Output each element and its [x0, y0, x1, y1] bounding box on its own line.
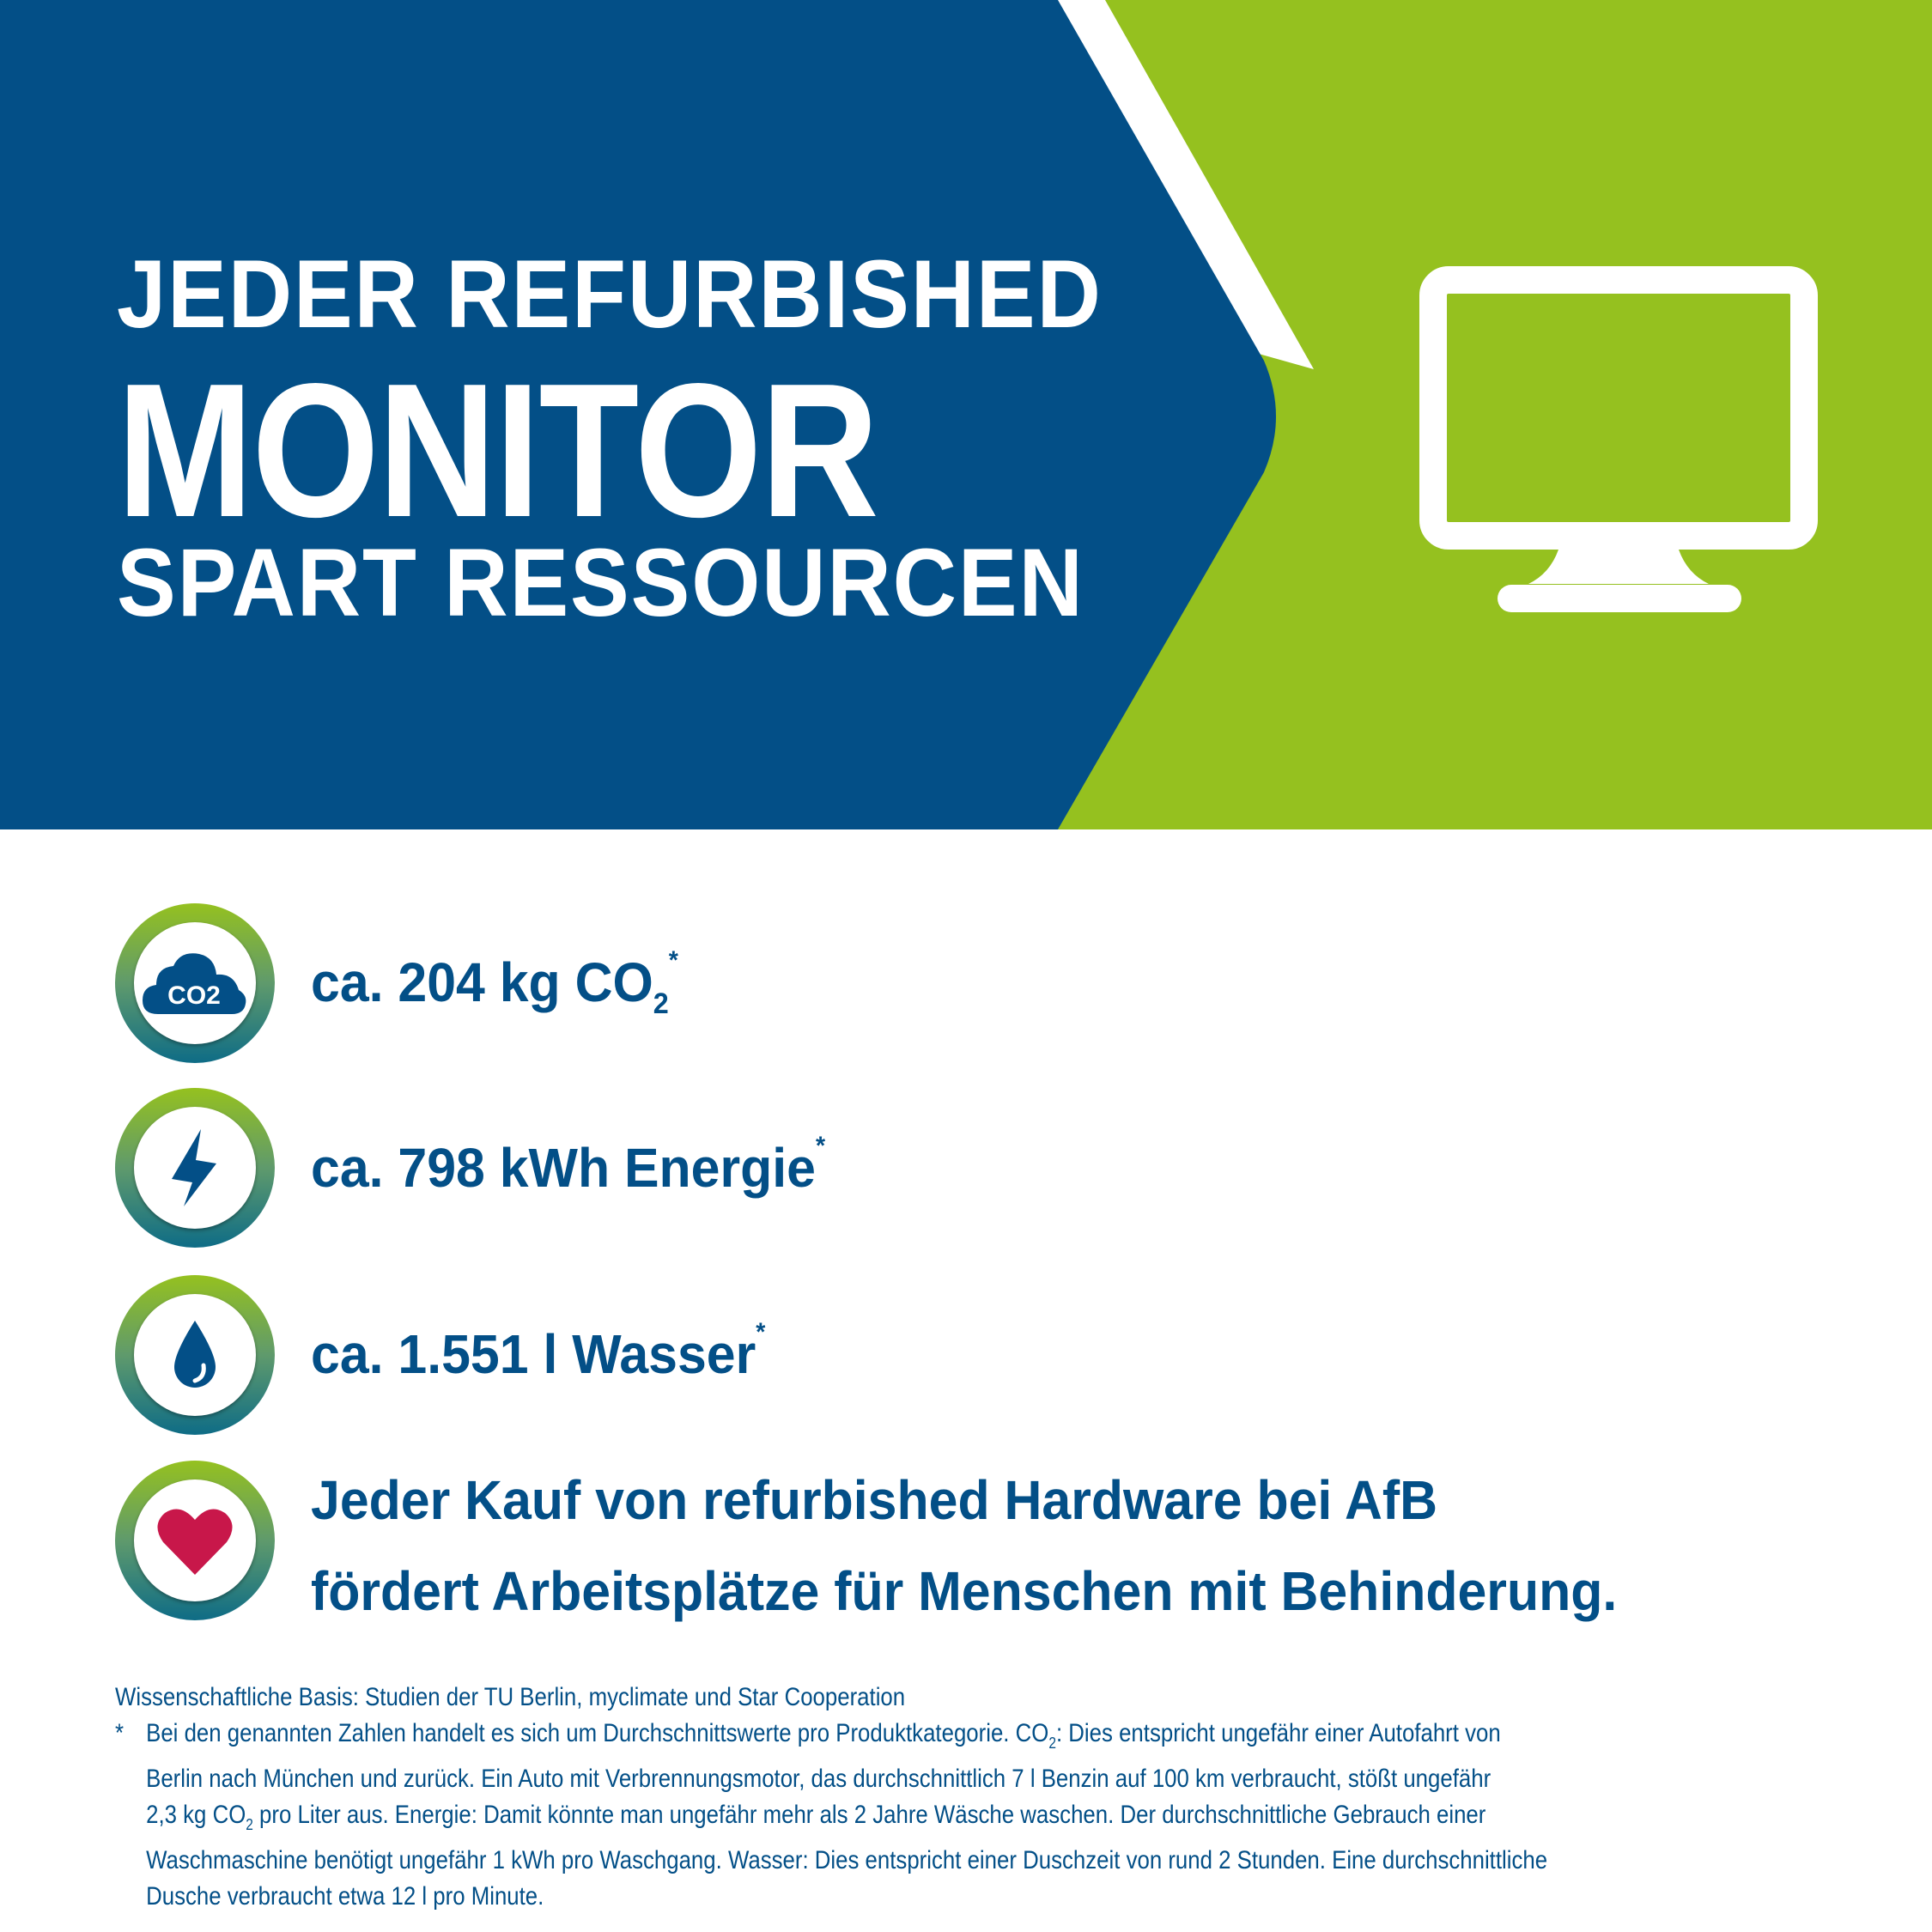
afb-statement-line-1: Jeder Kauf von refurbished Hardware bei …	[311, 1469, 1438, 1531]
headline-line-3: SPART RESSOURCEN	[117, 529, 1084, 636]
footnote-line-4: Waschmaschine benötigt ungefähr 1 kWh pr…	[146, 1846, 1548, 1874]
footnote-line-2: Berlin nach München und zurück. Ein Auto…	[146, 1765, 1492, 1793]
heart-badge	[115, 1461, 275, 1620]
footnote-text: pro Liter aus. Energie: Damit könnte man…	[252, 1801, 1486, 1829]
water-drop-icon	[174, 1321, 216, 1388]
footnote-line-1: Bei den genannten Zahlen handelt es sich…	[115, 1716, 1547, 1761]
footnote: Wissenschaftliche Basis: Studien der TU …	[115, 1680, 1547, 1915]
water-badge	[115, 1275, 275, 1435]
headline-line-2: MONITOR	[117, 344, 879, 557]
header-banner	[0, 0, 1932, 829]
footnote-mark: *	[815, 1132, 826, 1160]
subscript: 2	[653, 987, 669, 1020]
footnote-text: : Dies entspricht ungefähr einer Autofah…	[1055, 1719, 1501, 1747]
subscript: 2	[1048, 1735, 1056, 1752]
footnote-mark: *	[668, 946, 678, 975]
footnote-line-5: Dusche verbraucht etwa 12 l pro Minute.	[146, 1882, 544, 1911]
headline-line-1: JEDER REFURBISHED	[117, 240, 1103, 348]
stat-water-text: ca. 1.551 l Wasser	[311, 1323, 756, 1385]
stat-energy: ca. 798 kWh Energie*	[311, 1132, 825, 1200]
subscript: 2	[246, 1816, 253, 1833]
footnote-mark: *	[756, 1318, 766, 1346]
afb-statement-line-2: fördert Arbeitsplätze für Menschen mit B…	[311, 1560, 1618, 1622]
energy-badge	[115, 1088, 275, 1248]
monitor-icon	[1419, 266, 1818, 612]
blue-panel	[0, 0, 1276, 829]
stat-co2: ca. 204 kg CO2 *	[311, 946, 678, 1021]
footnote-star: *	[115, 1719, 125, 1747]
svg-text:CO2: CO2	[167, 981, 221, 1010]
stat-water: ca. 1.551 l Wasser*	[311, 1318, 765, 1386]
footnote-text: Bei den genannten Zahlen handelt es sich…	[146, 1719, 1049, 1747]
heart-icon	[157, 1509, 233, 1575]
footnote-basis: Wissenschaftliche Basis: Studien der TU …	[115, 1683, 906, 1711]
stat-co2-text: ca. 204 kg CO	[311, 951, 653, 1013]
footnote-text: 2,3 kg CO	[146, 1801, 246, 1829]
co2-badge: CO2	[115, 903, 275, 1063]
stat-energy-text: ca. 798 kWh Energie	[311, 1137, 816, 1199]
footnote-line-3: 2,3 kg CO2 pro Liter aus. Energie: Damit…	[115, 1797, 1547, 1843]
co2-cloud-icon: CO2	[143, 953, 246, 1014]
lightning-icon	[172, 1129, 216, 1206]
